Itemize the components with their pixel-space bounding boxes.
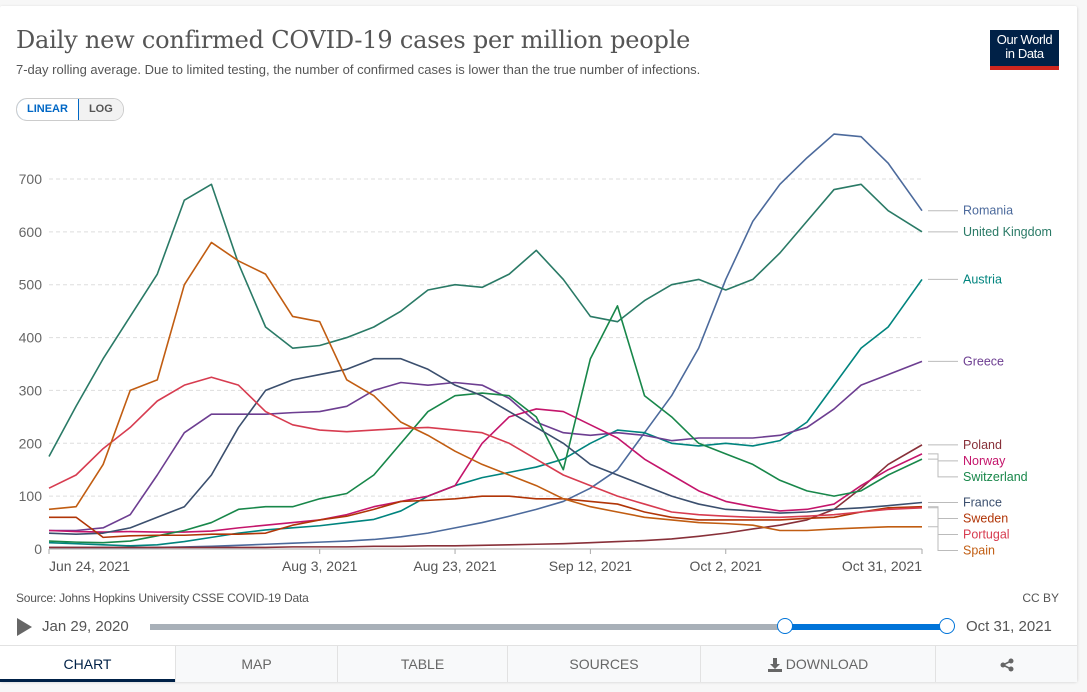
- tab-sources[interactable]: SOURCES: [507, 646, 700, 682]
- legend-label-greece[interactable]: Greece: [963, 354, 1004, 368]
- chart-title: Daily new confirmed COVID-19 cases per m…: [16, 26, 691, 54]
- series-line-norway[interactable]: [48, 408, 923, 533]
- owid-logo[interactable]: Our World in Data: [990, 30, 1059, 70]
- timeline-selection: [785, 624, 947, 630]
- logo-line-1: Our World: [996, 32, 1053, 47]
- series-line-spain[interactable]: [48, 241, 922, 532]
- log-scale-button[interactable]: LOG: [78, 99, 123, 120]
- x-tick-label: Aug 23, 2021: [413, 558, 497, 574]
- legend-connector: [928, 453, 958, 462]
- y-tick-label: 500: [19, 277, 43, 293]
- series-line-austria[interactable]: [48, 278, 923, 547]
- series-line-portugal[interactable]: [48, 376, 923, 519]
- y-tick-label: 200: [19, 435, 43, 451]
- tab-map[interactable]: MAP: [175, 646, 337, 682]
- tab-table[interactable]: TABLE: [337, 646, 507, 682]
- tab-chart[interactable]: CHART: [0, 646, 175, 682]
- legend-connector: [928, 458, 958, 478]
- tab-download-label: DOWNLOAD: [785, 656, 869, 672]
- legend-label-sweden[interactable]: Sweden: [963, 511, 1008, 525]
- license-link[interactable]: CC BY: [1022, 591, 1059, 605]
- series-line-france[interactable]: [48, 357, 923, 536]
- x-axis: Jun 24, 2021 Aug 3, 2021 Aug 23, 2021 Sep 1…: [48, 548, 923, 574]
- legend-label-spain[interactable]: Spain: [963, 543, 995, 557]
- source-text: Source: Johns Hopkins University CSSE CO…: [16, 591, 309, 605]
- y-tick-label: 100: [19, 488, 43, 504]
- legend-label-switzerland[interactable]: Switzerland: [963, 470, 1028, 484]
- series-lines: [48, 133, 923, 549]
- timeline: Jan 29, 2020 Oct 31, 2021: [0, 612, 1077, 642]
- timeline-end-handle[interactable]: [939, 618, 955, 634]
- legend-label-norway[interactable]: Norway: [963, 454, 1006, 468]
- chart-card: Daily new confirmed COVID-19 cases per m…: [0, 6, 1077, 681]
- timeline-start-handle[interactable]: [777, 618, 794, 634]
- legend-label-portugal[interactable]: Portugal: [963, 527, 1010, 541]
- legend: Romania United Kingdom Austria Greece Poland…: [928, 204, 1052, 557]
- tab-share[interactable]: [935, 646, 1077, 682]
- legend-connector: [928, 506, 958, 519]
- legend-label-poland[interactable]: Poland: [963, 438, 1002, 452]
- timeline-track[interactable]: [150, 618, 955, 634]
- legend-label-romania[interactable]: Romania: [963, 204, 1013, 218]
- series-line-greece[interactable]: [49, 360, 923, 532]
- x-tick-label: Oct 31, 2021: [842, 558, 922, 574]
- series-line-united-kingdom[interactable]: [48, 183, 923, 457]
- y-tick-label: 0: [34, 541, 42, 557]
- scale-toggle: LINEAR LOG: [16, 98, 124, 121]
- linear-scale-button[interactable]: LINEAR: [16, 99, 79, 120]
- y-tick-label: 300: [19, 382, 43, 398]
- legend-label-austria[interactable]: Austria: [963, 272, 1002, 286]
- x-tick-label: Sep 12, 2021: [549, 558, 633, 574]
- series-line-sweden[interactable]: [49, 495, 923, 539]
- legend-label-france[interactable]: France: [963, 495, 1002, 509]
- timeline-end-date: Oct 31, 2021: [966, 618, 1052, 635]
- series-line-switzerland[interactable]: [48, 305, 923, 544]
- y-tick-label: 700: [19, 171, 43, 187]
- gridlines: [49, 178, 922, 497]
- timeline-start-date: Jan 29, 2020: [42, 618, 129, 635]
- x-tick-label: Aug 3, 2021: [282, 558, 358, 574]
- play-icon[interactable]: [17, 618, 32, 636]
- legend-label-united-kingdom[interactable]: United Kingdom: [963, 225, 1052, 239]
- download-icon: [767, 658, 782, 673]
- share-icon: [1000, 658, 1013, 672]
- y-axis: 0 100 200 300 400 500 600 700: [19, 171, 43, 557]
- x-tick-label: Oct 2, 2021: [690, 558, 763, 574]
- tab-download[interactable]: DOWNLOAD: [700, 646, 935, 682]
- x-tick-label: Jun 24, 2021: [49, 558, 130, 574]
- tab-bar: CHART MAP TABLE SOURCES DOWNLOAD: [0, 645, 1077, 682]
- series-line-poland[interactable]: [49, 444, 923, 549]
- logo-line-2: in Data: [1005, 46, 1044, 61]
- y-tick-label: 600: [19, 224, 43, 240]
- y-tick-label: 400: [19, 330, 43, 346]
- chart-subtitle: 7-day rolling average. Due to limited te…: [16, 62, 701, 77]
- legend-connector: [928, 507, 958, 535]
- legend-connector: [928, 526, 958, 551]
